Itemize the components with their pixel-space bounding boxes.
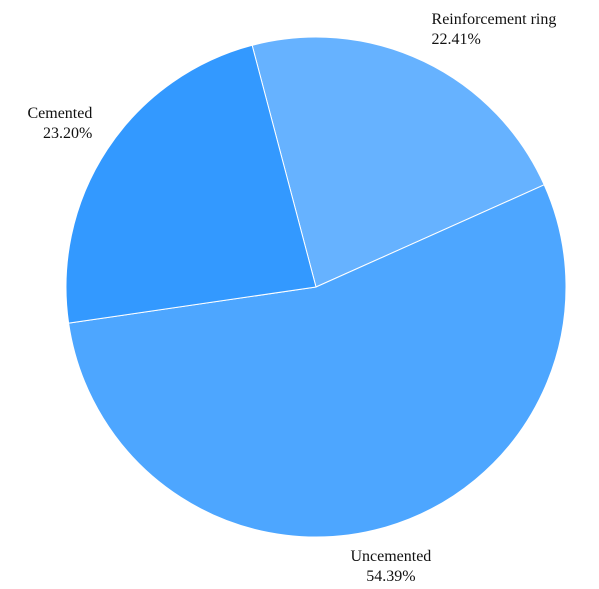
pie-slice <box>65 44 317 324</box>
pie-slice <box>251 36 545 288</box>
slice-label: Reinforcement ring <box>432 11 557 28</box>
slice-label: Cemented <box>27 105 92 122</box>
slice-value-label: 22.41% <box>432 31 481 48</box>
slice-label: Uncemented <box>350 548 431 565</box>
pie-slice <box>68 184 567 538</box>
slice-value-label: 23.20% <box>43 125 92 142</box>
slice-value-label: 54.39% <box>366 568 415 585</box>
